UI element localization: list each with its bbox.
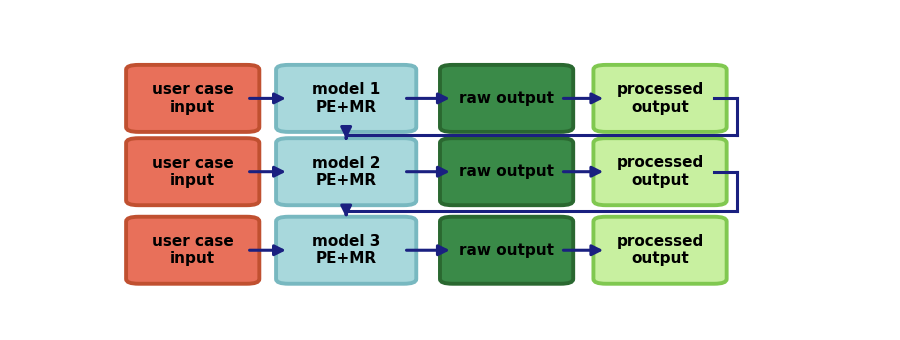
- FancyBboxPatch shape: [276, 138, 417, 205]
- Text: model 2
PE+MR: model 2 PE+MR: [312, 155, 381, 188]
- Text: model 3
PE+MR: model 3 PE+MR: [312, 234, 381, 267]
- FancyBboxPatch shape: [276, 65, 417, 132]
- Text: processed
output: processed output: [616, 82, 704, 115]
- FancyBboxPatch shape: [126, 65, 259, 132]
- Text: processed
output: processed output: [616, 234, 704, 267]
- FancyBboxPatch shape: [440, 138, 573, 205]
- Text: user case
input: user case input: [152, 82, 234, 115]
- FancyBboxPatch shape: [593, 65, 726, 132]
- Text: model 1
PE+MR: model 1 PE+MR: [312, 82, 381, 115]
- FancyBboxPatch shape: [440, 65, 573, 132]
- FancyBboxPatch shape: [126, 138, 259, 205]
- FancyBboxPatch shape: [276, 217, 417, 284]
- Text: raw output: raw output: [459, 243, 554, 258]
- Text: raw output: raw output: [459, 164, 554, 179]
- Text: raw output: raw output: [459, 91, 554, 106]
- Text: processed
output: processed output: [616, 155, 704, 188]
- Text: user case
input: user case input: [152, 155, 234, 188]
- FancyBboxPatch shape: [440, 217, 573, 284]
- Text: user case
input: user case input: [152, 234, 234, 267]
- FancyBboxPatch shape: [593, 138, 726, 205]
- FancyBboxPatch shape: [126, 217, 259, 284]
- FancyBboxPatch shape: [593, 217, 726, 284]
